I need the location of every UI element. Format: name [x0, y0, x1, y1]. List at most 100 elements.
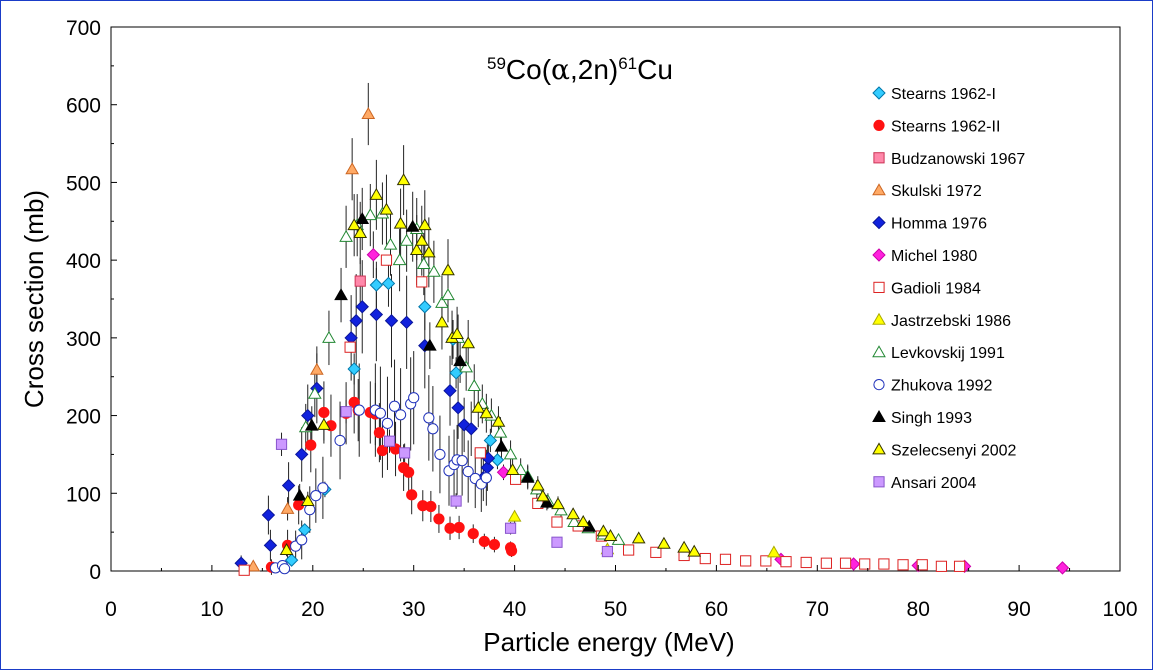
point-skulski-1972 — [246, 559, 261, 572]
legend-label-jastrzebski-1986: Jastrzebski 1986 — [891, 313, 1011, 330]
legend-marker-stearns-1962-i — [872, 86, 886, 100]
point-stearns-1962-i — [347, 362, 361, 376]
point-levkovskij-1991 — [567, 515, 581, 528]
title-alpha: α — [551, 53, 570, 86]
legend-marker-budzanowski-1967 — [873, 152, 885, 164]
legend-label-skulski-1972: Skulski 1972 — [891, 183, 982, 200]
legend-label-homma-1976: Homma 1976 — [891, 216, 987, 233]
point-skulski-1972 — [345, 162, 360, 175]
point-homma-1976 — [294, 447, 309, 462]
point-szelecsenyi-2002 — [491, 414, 506, 427]
legend-marker-skulski-1972 — [872, 183, 886, 196]
x-axis-title: Particle energy (MeV) — [483, 627, 734, 657]
point-gadioli-1984 — [935, 560, 948, 572]
point-stearns-1962-ii — [433, 513, 445, 525]
point-stearns-1962-ii — [425, 500, 437, 513]
point-stearns-1962-i — [418, 300, 432, 314]
x-tick-label: 70 — [806, 598, 829, 621]
point-jastrzebski-1986 — [767, 545, 781, 558]
point-szelecsenyi-2002 — [379, 202, 394, 215]
legend-label-stearns-1962-ii: Stearns 1962-II — [891, 118, 1000, 135]
point-zhukova-1992 — [423, 412, 435, 424]
title-product-mass: 61 — [618, 54, 637, 73]
y-axis-title: Cross section (mb) — [19, 190, 49, 408]
point-zhukova-1992 — [388, 400, 401, 412]
y-tick-label: 600 — [66, 95, 101, 118]
point-gadioli-1984 — [650, 546, 662, 558]
point-homma-1976 — [384, 314, 399, 328]
point-szelecsenyi-2002 — [300, 494, 315, 507]
y-tick-label: 100 — [66, 483, 101, 506]
point-szelecsenyi-2002 — [393, 216, 408, 229]
point-szelecsenyi-2002 — [461, 336, 476, 349]
point-szelecsenyi-2002 — [631, 531, 646, 544]
point-gadioli-1984 — [740, 555, 752, 567]
point-singh-1993 — [540, 495, 554, 508]
point-gadioli-1984 — [953, 560, 966, 572]
legend-marker-szelecsenyi-2002 — [872, 442, 886, 455]
y-tick-label: 200 — [66, 406, 101, 429]
point-levkovskij-1991 — [416, 257, 431, 270]
point-levkovskij-1991 — [503, 447, 518, 460]
title-channel: ,2n) — [570, 54, 618, 85]
point-budzanowski-1967 — [354, 275, 366, 287]
point-homma-1976 — [355, 300, 369, 314]
point-singh-1993 — [292, 488, 307, 501]
x-tick-label: 60 — [705, 598, 728, 621]
point-szelecsenyi-2002 — [353, 225, 368, 238]
point-gadioli-1984 — [800, 556, 812, 569]
point-zhukova-1992 — [381, 417, 394, 429]
legend-marker-zhukova-1992 — [873, 379, 885, 391]
point-singh-1993 — [520, 470, 535, 483]
point-szelecsenyi-2002 — [417, 218, 432, 231]
point-levkovskij-1991 — [339, 229, 353, 242]
legend-marker-levkovskij-1991 — [872, 345, 886, 358]
legend-label-ansari-2004: Ansari 2004 — [891, 475, 976, 492]
point-levkovskij-1991 — [392, 253, 407, 266]
point-szelecsenyi-2002 — [279, 543, 294, 556]
point-skulski-1972 — [309, 362, 324, 375]
point-michel-1980 — [496, 465, 511, 480]
point-szelecsenyi-2002 — [421, 245, 436, 258]
point-gadioli-1984 — [380, 254, 393, 266]
point-szelecsenyi-2002 — [535, 489, 550, 502]
data-markers — [234, 107, 1070, 576]
x-tick-label: 10 — [200, 598, 223, 621]
point-levkovskij-1991 — [467, 379, 482, 392]
point-levkovskij-1991 — [363, 208, 378, 221]
y-tick-label: 300 — [66, 328, 101, 351]
point-gadioli-1984 — [238, 564, 250, 576]
point-singh-1993 — [453, 354, 467, 367]
x-tick-label: 100 — [1102, 598, 1137, 621]
point-gadioli-1984 — [510, 473, 522, 485]
point-stearns-1962-ii — [318, 406, 330, 419]
point-homma-1976 — [261, 508, 276, 522]
point-zhukova-1992 — [394, 409, 407, 421]
point-szelecsenyi-2002 — [505, 462, 520, 475]
point-skulski-1972 — [361, 107, 376, 120]
point-gadioli-1984 — [916, 559, 928, 571]
point-stearns-1962-i — [449, 366, 463, 380]
point-gadioli-1984 — [699, 552, 711, 565]
point-homma-1976 — [369, 307, 384, 322]
legend-marker-ansari-2004 — [873, 476, 885, 488]
point-zhukova-1992 — [427, 423, 439, 435]
point-gadioli-1984 — [344, 341, 356, 353]
legend-label-singh-1993: Singh 1993 — [891, 410, 972, 427]
point-homma-1976 — [443, 383, 457, 398]
point-szelecsenyi-2002 — [450, 326, 464, 339]
point-szelecsenyi-2002 — [347, 218, 362, 231]
point-stearns-1962-ii — [403, 466, 415, 478]
legend-label-gadioli-1984: Gadioli 1984 — [891, 280, 981, 297]
point-zhukova-1992 — [278, 563, 291, 575]
point-zhukova-1992 — [434, 448, 446, 461]
x-tick-label: 20 — [301, 598, 324, 621]
point-ansari-2004 — [504, 522, 517, 534]
point-gadioli-1984 — [719, 553, 732, 565]
point-zhukova-1992 — [317, 482, 329, 494]
axes: 0 10 20 30 40 50 60 70 80 90 100 0 100 200 300 400 500 60… — [66, 17, 1138, 621]
legend: Stearns 1962-I Stearns 1962-II Budzanowski… — [872, 86, 1025, 492]
point-gadioli-1984 — [760, 555, 772, 567]
